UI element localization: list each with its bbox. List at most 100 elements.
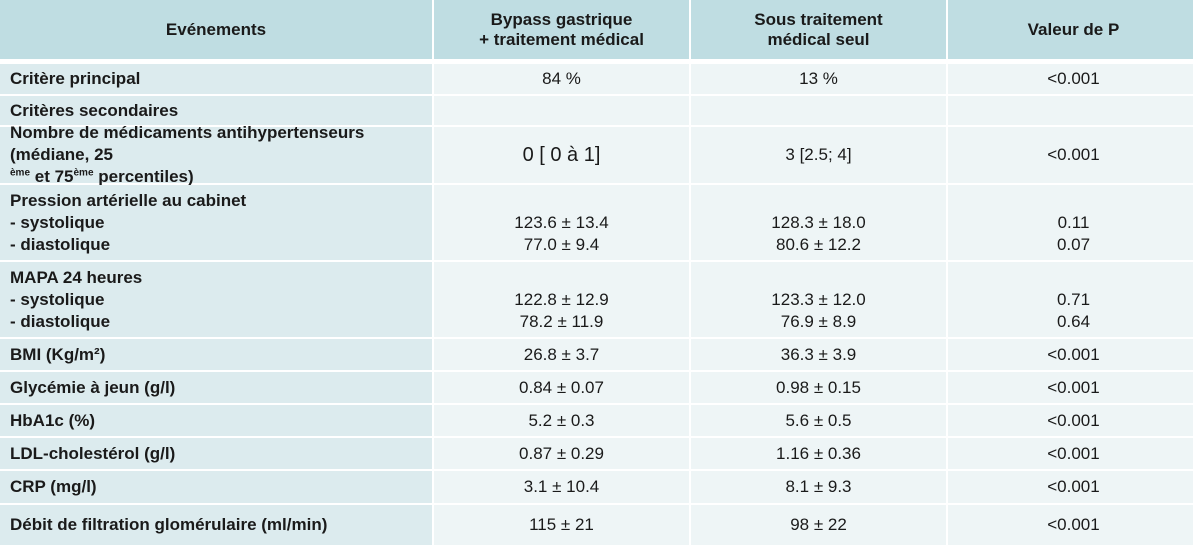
cell-value: 26.8 ± 3.7 [523,344,600,364]
row-label: Nombre de médicaments antihypertenseurs … [0,123,432,186]
cell-value: 0.98 ± 0.15 [776,377,861,397]
row-label-text: BMI (Kg/m²) [10,344,106,364]
cell-medical: 0.98 ± 0.15 [691,372,946,403]
cell-value: 3 [2.5; 4] [785,145,852,164]
cell-medical: 13 % [691,64,946,94]
cell-value: 3.1 ± 10.4 [523,477,600,496]
cell-bypass [434,96,689,125]
cell-bypass: 0.84 ± 0.07 [434,372,689,403]
cell-bypass: 84 % [434,64,689,94]
cell-p: <0.001 [948,339,1193,370]
row-label: Débit de filtration glomérulaire (ml/min… [0,505,432,545]
row-label-text: Critère principal [10,69,141,88]
cell-p: <0.001 [948,405,1193,436]
row-label-text: LDL-cholestérol (g/l) [10,443,176,463]
row-label-line1: Pression artérielle au cabinet [10,190,247,210]
cell-value-systolic: 123.3 ± 12.0 [771,290,866,309]
header-medical-line1: Sous traitement [754,9,883,29]
row-label: HbA1c (%) [0,405,432,436]
label-part: et 75 [30,167,74,186]
cell-value: <0.001 [1047,410,1100,430]
cell-bypass: 123.6 ± 13.4 77.0 ± 9.4 [434,185,689,260]
cell-value: <0.001 [1047,145,1100,164]
row-label: LDL-cholestérol (g/l) [0,438,432,469]
cell-medical: 123.3 ± 12.0 76.9 ± 8.9 [691,262,946,337]
cell-value: 36.3 ± 3.9 [780,344,857,364]
row-label-line1: MAPA 24 heures [10,267,143,287]
row-label-text: CRP (mg/l) [10,477,97,496]
row-label: Critère principal [0,64,432,94]
row-label-line3: - diastolique [10,234,111,254]
cell-value-diastolic: 0.07 [1056,235,1091,254]
cell-p: 0.11 0.07 [948,185,1193,260]
cell-value-systolic: 123.6 ± 13.4 [514,213,609,232]
cell-p: 0.71 0.64 [948,262,1193,337]
cell-value: <0.001 [1047,515,1100,534]
cell-value: <0.001 [1047,443,1100,463]
cell-value: 0.84 ± 0.07 [519,377,604,397]
cell-bypass: 3.1 ± 10.4 [434,471,689,503]
header-bypass: Bypass gastrique + traitement médical [434,0,689,59]
cell-value-systolic: 0.11 [1057,213,1090,232]
row-label-line1: Nombre de médicaments antihypertenseurs [10,123,365,142]
cell-bypass: 115 ± 21 [434,505,689,545]
cell-medical [691,96,946,125]
cell-medical: 8.1 ± 9.3 [691,471,946,503]
cell-value: <0.001 [1047,69,1100,88]
cell-value: 5.2 ± 0.3 [528,410,595,430]
cell-p: <0.001 [948,471,1193,503]
cell-bypass: 0 [ 0 à 1] [434,127,689,183]
label-sup: ème [10,167,31,179]
cell-value-systolic: 128.3 ± 18.0 [771,213,866,232]
header-p-value: Valeur de P [948,0,1193,59]
row-label: Glycémie à jeun (g/l) [0,372,432,403]
cell-medical: 3 [2.5; 4] [691,127,946,183]
cell-p: <0.001 [948,64,1193,94]
row-label-text: Critères secondaires [10,100,179,120]
header-bypass-line2: + traitement médical [479,29,644,49]
cell-p: <0.001 [948,438,1193,469]
row-label-line2: - systolique [10,212,105,232]
row-label: Critères secondaires [0,96,432,125]
row-label-text: HbA1c (%) [10,410,96,430]
cell-value: 115 ± 21 [529,515,594,534]
row-label-line2: - systolique [10,289,105,309]
cell-value: 0 [ 0 à 1] [522,144,601,166]
cell-value-diastolic: 80.6 ± 12.2 [776,235,861,254]
cell-p: <0.001 [948,505,1193,545]
row-label: BMI (Kg/m²) [0,339,432,370]
label-part: percentiles) [93,167,194,186]
header-p-value-label: Valeur de P [1027,19,1120,39]
cell-value: 13 % [799,69,838,88]
row-label-line2: (médiane, 25 ème et 75ème percentiles) [10,144,194,188]
cell-value-systolic: 122.8 ± 12.9 [514,290,609,309]
cell-value: <0.001 [1047,477,1100,496]
row-label: Pression artérielle au cabinet - systoli… [0,185,432,260]
row-label-line3: - diastolique [10,311,111,331]
cell-medical: 98 ± 22 [691,505,946,545]
cell-bypass: 5.2 ± 0.3 [434,405,689,436]
cell-value: 5.6 ± 0.5 [785,410,852,430]
row-label-text: Débit de filtration glomérulaire (ml/min… [10,515,328,534]
header-events: Evénements [0,0,432,59]
header-medical-line2: médical seul [767,29,870,49]
cell-value: 0.87 ± 0.29 [519,443,604,463]
cell-value: 84 % [542,69,581,88]
results-table: Evénements Bypass gastrique + traitement… [0,0,1193,545]
label-part: (médiane, 25 [10,145,113,164]
cell-medical: 1.16 ± 0.36 [691,438,946,469]
label-sup: ème [73,167,94,179]
cell-value-diastolic: 0.64 [1056,312,1091,331]
cell-p [948,96,1193,125]
cell-medical: 5.6 ± 0.5 [691,405,946,436]
row-label: MAPA 24 heures - systolique - diastoliqu… [0,262,432,337]
cell-value: <0.001 [1047,344,1100,364]
cell-medical: 128.3 ± 18.0 80.6 ± 12.2 [691,185,946,260]
cell-value: 1.16 ± 0.36 [776,443,861,463]
row-label-text: Glycémie à jeun (g/l) [10,377,176,397]
cell-medical: 36.3 ± 3.9 [691,339,946,370]
cell-p: <0.001 [948,372,1193,403]
cell-value-diastolic: 77.0 ± 9.4 [523,235,600,254]
cell-bypass: 26.8 ± 3.7 [434,339,689,370]
cell-p: <0.001 [948,127,1193,183]
